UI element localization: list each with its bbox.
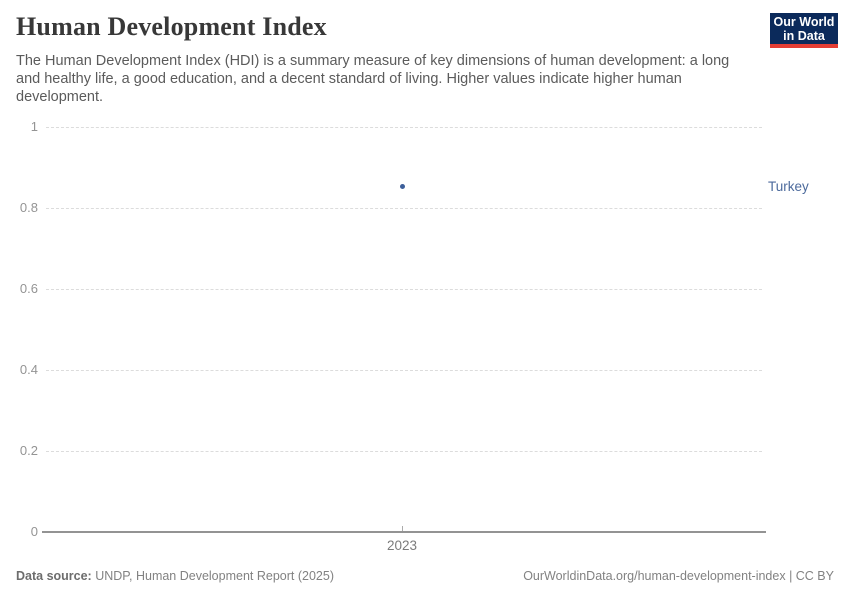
- y-axis-tick-label: 0.8: [19, 200, 38, 215]
- chart-subtitle: The Human Development Index (HDI) is a s…: [16, 53, 730, 105]
- data-point-turkey[interactable]: [399, 184, 405, 190]
- entity-label-turkey[interactable]: Turkey: [768, 178, 809, 194]
- y-axis-tick-label: 0.4: [19, 362, 38, 377]
- horizontal-gridline: [46, 370, 762, 371]
- horizontal-gridline: [46, 289, 762, 290]
- y-axis-tick-label: 1: [30, 119, 38, 134]
- horizontal-gridline: [46, 127, 762, 128]
- horizontal-gridline: [46, 451, 762, 452]
- data-source-label: Data source:: [16, 569, 92, 583]
- y-axis-tick-label: 0.6: [19, 281, 38, 296]
- data-source-note: Data source: UNDP, Human Development Rep…: [16, 569, 334, 583]
- x-axis-tick-label: 2023: [386, 538, 418, 553]
- x-axis-line: [42, 531, 766, 533]
- y-axis-tick-label: 0: [30, 524, 38, 539]
- owid-logo-line2: in Data: [783, 28, 825, 43]
- owid-url-license-link[interactable]: OurWorldinData.org/human-development-ind…: [523, 569, 834, 583]
- page-title: Human Development Index: [16, 12, 327, 41]
- y-axis-tick-label: 0.2: [19, 443, 38, 458]
- x-axis-tick-mark: [402, 526, 403, 531]
- horizontal-gridline: [46, 208, 762, 209]
- owid-logo-line1: Our World: [773, 14, 835, 29]
- data-source-text: UNDP, Human Development Report (2025): [91, 569, 334, 583]
- owid-logo[interactable]: Our World in Data: [770, 13, 838, 48]
